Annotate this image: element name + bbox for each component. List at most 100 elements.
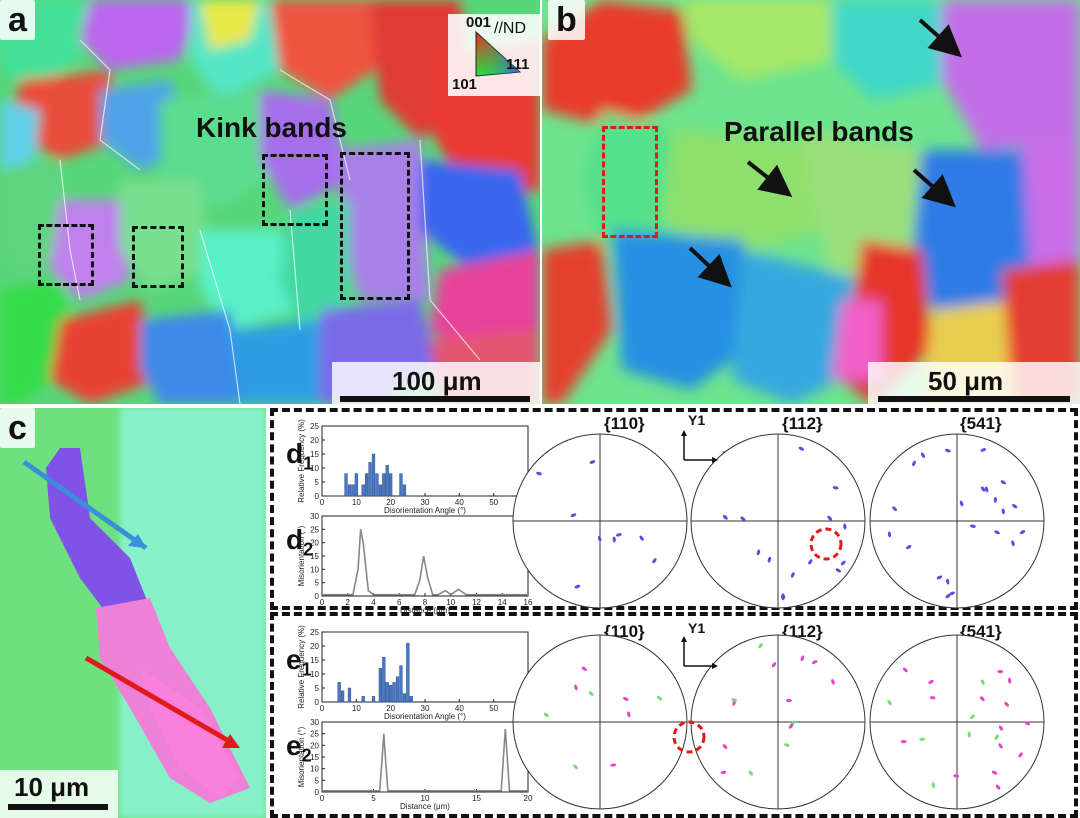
bar-d1 bbox=[378, 484, 382, 497]
pole-point bbox=[588, 691, 594, 696]
xtick-label-e1: 20 bbox=[386, 704, 395, 713]
xtick-label-e1: 30 bbox=[421, 704, 430, 713]
pole-figure-g-2 bbox=[869, 634, 1045, 810]
pf-f-110-title: {110} bbox=[604, 414, 645, 433]
pole-point bbox=[1008, 677, 1012, 684]
pole-point bbox=[970, 714, 976, 720]
pole-point bbox=[949, 591, 955, 596]
pole-point bbox=[731, 698, 738, 702]
pole-point bbox=[1019, 530, 1026, 535]
pole-point bbox=[980, 448, 987, 452]
kink-box-4 bbox=[340, 152, 410, 300]
pole-point bbox=[781, 594, 785, 601]
xtick-label-d2: 14 bbox=[498, 598, 507, 607]
arrow-2 bbox=[746, 160, 793, 197]
pole-figure-f-1 bbox=[690, 433, 866, 609]
pole-point bbox=[722, 744, 728, 749]
ytick-label-e2: 0 bbox=[315, 788, 320, 797]
red-arrow bbox=[84, 655, 236, 747]
pole-point bbox=[1011, 540, 1015, 547]
xtick-label-d1: 10 bbox=[352, 498, 361, 507]
y-axis-head bbox=[681, 636, 687, 642]
scale-bar-b bbox=[878, 396, 1070, 402]
pole-point bbox=[946, 578, 950, 585]
bar-d1 bbox=[354, 473, 358, 497]
pole-point bbox=[831, 679, 835, 685]
xlabel-e1: Disorientation Angle (°) bbox=[384, 712, 466, 721]
pole-point bbox=[840, 560, 846, 566]
pole-point bbox=[1012, 504, 1018, 509]
ytick-label-e2: 20 bbox=[310, 741, 319, 750]
ytick-label-e2: 5 bbox=[315, 776, 320, 785]
pole-figure-f-2 bbox=[869, 433, 1045, 609]
pole-point bbox=[979, 696, 985, 702]
pole-point bbox=[1000, 480, 1007, 485]
y-axis-head bbox=[681, 430, 687, 436]
frame-e-g bbox=[270, 612, 1078, 818]
xtick-label-e1: 10 bbox=[352, 704, 361, 713]
ytick-label-d1: 20 bbox=[310, 436, 319, 445]
panel-b-ipf-map bbox=[542, 0, 1080, 404]
ytick-label-d2: 15 bbox=[310, 552, 319, 561]
x-axis-head bbox=[712, 663, 718, 669]
ytick-label-d2: 5 bbox=[315, 579, 320, 588]
bar-e1 bbox=[361, 696, 365, 703]
pole-point bbox=[995, 784, 1001, 790]
bar-d1 bbox=[368, 462, 372, 497]
bar-d1 bbox=[347, 484, 352, 497]
ytick-label-e2: 30 bbox=[310, 718, 319, 727]
bar-d1 bbox=[402, 484, 407, 497]
pole-point bbox=[589, 460, 596, 464]
bar-e1 bbox=[347, 687, 352, 703]
ipf-001: 001 bbox=[466, 14, 492, 31]
scale-bar-a bbox=[340, 396, 530, 402]
bar-e1 bbox=[385, 682, 389, 703]
pole-point bbox=[581, 666, 587, 671]
highlight-circle-f bbox=[809, 527, 843, 561]
kink-box-2 bbox=[132, 226, 184, 288]
pole-point bbox=[931, 782, 936, 789]
xtick-label-e1: 50 bbox=[489, 704, 498, 713]
pole-point bbox=[902, 667, 908, 673]
bar-d1 bbox=[365, 473, 369, 497]
ytick-label-d2: 0 bbox=[315, 592, 320, 601]
xtick-label-d2: 6 bbox=[397, 598, 402, 607]
bar-e1 bbox=[409, 696, 413, 703]
panel-a-ebsd-map: a 001 //ND 101 111 Kink bands 100 μm bbox=[0, 0, 540, 404]
kink-box-3 bbox=[262, 154, 328, 226]
ytick-label-e2: 15 bbox=[310, 753, 319, 762]
pole-point bbox=[900, 740, 907, 744]
pole-point bbox=[573, 764, 579, 770]
bar-e1 bbox=[382, 656, 386, 703]
ipf-color-legend: 001 //ND 101 111 bbox=[448, 14, 540, 96]
pole-point bbox=[767, 556, 772, 563]
parallel-bands-label: Parallel bands bbox=[724, 116, 914, 147]
xtick-label-d2: 10 bbox=[446, 598, 455, 607]
panel-b-label: b bbox=[548, 0, 585, 40]
bar-d1 bbox=[351, 484, 355, 497]
bar-e1 bbox=[406, 642, 410, 703]
xtick-label-e2: 10 bbox=[421, 794, 430, 803]
pole-point bbox=[980, 679, 985, 685]
ytick-label-d1: 5 bbox=[315, 478, 320, 487]
xlabel-d2: Distance (μm) bbox=[400, 606, 450, 615]
pole-point bbox=[928, 679, 934, 685]
xtick-label-e1: 0 bbox=[320, 704, 325, 713]
ytick-label-d2: 10 bbox=[310, 565, 319, 574]
arrow-1 bbox=[918, 18, 962, 58]
pole-point bbox=[1004, 701, 1010, 707]
ytick-label-e1: 20 bbox=[310, 642, 319, 651]
xtick-label-d1: 40 bbox=[455, 498, 464, 507]
pole-point bbox=[835, 568, 842, 573]
pole-point bbox=[953, 774, 960, 778]
pole-point bbox=[790, 572, 795, 578]
pole-point bbox=[808, 559, 813, 565]
pole-point bbox=[627, 711, 631, 718]
bar-e1 bbox=[389, 684, 393, 703]
pole-point bbox=[720, 770, 727, 775]
ytick-label-e1: 15 bbox=[310, 656, 319, 665]
ytick-label-d1: 15 bbox=[310, 450, 319, 459]
ylabel-d2: Misorientation (°) bbox=[297, 525, 306, 586]
pole-point bbox=[827, 515, 833, 521]
